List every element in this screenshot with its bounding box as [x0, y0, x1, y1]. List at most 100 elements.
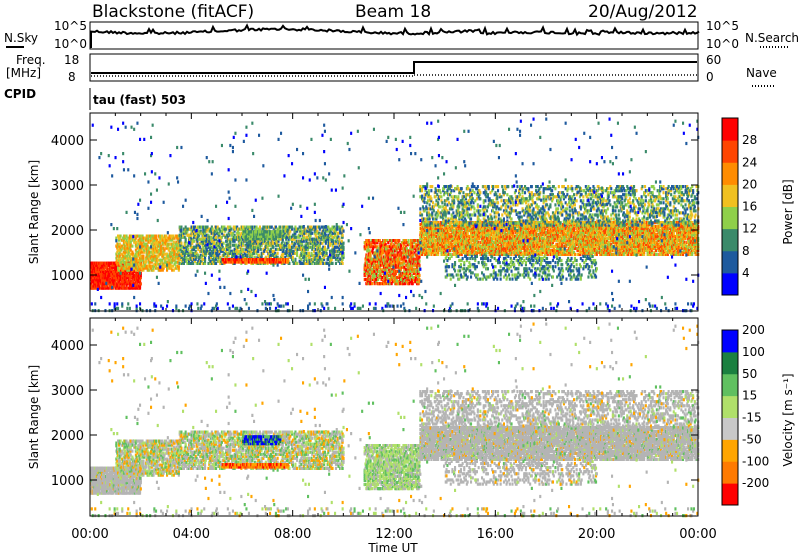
echo-cell: [379, 275, 382, 280]
echo-cell: [334, 255, 337, 259]
echo-cell: [279, 225, 282, 229]
echo-cell: [100, 276, 103, 280]
echo-cell: [386, 261, 389, 265]
echo-cell: [162, 236, 165, 240]
echo-cell: [157, 266, 160, 270]
echo-cell: [340, 255, 343, 259]
echo-cell: [147, 248, 150, 252]
echo-cell: [316, 225, 319, 229]
echo-cell: [134, 280, 137, 284]
echo-cell: [116, 262, 119, 266]
echo-cell: [276, 251, 279, 255]
echo-cell: [341, 257, 344, 261]
echo-cell: [334, 229, 337, 233]
echo-cell: [102, 269, 105, 274]
echo-cell: [304, 251, 307, 255]
echo-cell: [333, 253, 336, 257]
echo-cell: [123, 252, 126, 256]
echo-cell: [405, 269, 408, 273]
echo-cell: [369, 255, 372, 259]
echo-cell: [321, 241, 324, 245]
echo-cell: [169, 256, 172, 260]
echo-cell: [136, 246, 139, 250]
nave-label: Nave: [746, 66, 777, 80]
echo-cell: [269, 253, 272, 257]
echo-cell: [313, 237, 316, 241]
echo-cell: [379, 282, 382, 286]
echo-cell: [213, 231, 216, 235]
echo-cell: [285, 235, 288, 239]
echo-cell: [182, 231, 185, 235]
echo-cell: [329, 241, 332, 245]
echo-cell: [132, 286, 135, 290]
echo-cell: [377, 277, 380, 282]
echo-cell: [323, 227, 326, 231]
echo-cell: [334, 233, 337, 237]
echo-cell: [269, 249, 272, 253]
echo-cell: [115, 260, 118, 264]
echo-cell: [239, 241, 242, 245]
echo-cell: [312, 253, 315, 257]
echo-cell: [155, 234, 158, 238]
echo-cell: [190, 225, 193, 229]
echo-cell: [371, 245, 374, 249]
echo-cell: [405, 277, 408, 282]
echo-cell: [391, 253, 394, 257]
echo-cell: [331, 225, 334, 229]
echo-cell: [373, 269, 376, 273]
echo-cell: [399, 245, 402, 249]
echo-cell: [398, 259, 401, 263]
echo-cell: [399, 273, 402, 277]
echo-cell: [128, 268, 131, 272]
echo-cell: [338, 247, 341, 251]
echo-cell: [216, 239, 219, 243]
echo-cell: [186, 249, 189, 253]
echo-cell: [304, 247, 307, 251]
echo-cell: [169, 246, 172, 250]
echo-cell: [165, 260, 168, 264]
echo-cell: [190, 229, 193, 233]
echo-cell: [159, 242, 162, 246]
echo-cell: [229, 239, 232, 243]
echo-cell: [208, 235, 211, 239]
echo-cell: [207, 233, 210, 237]
echo-cell: [117, 280, 120, 284]
echo-cell: [170, 254, 173, 258]
echo-cell: [184, 257, 187, 261]
echo-cell: [383, 241, 386, 245]
echo-cell: [403, 267, 406, 271]
echo-cell: [299, 225, 302, 229]
echo-cell: [253, 225, 256, 229]
echo-cell: [392, 239, 395, 243]
echo-cell: [222, 258, 225, 262]
echo-cell: [219, 229, 222, 233]
echo-cell: [169, 236, 172, 240]
echo-cell: [372, 251, 375, 255]
echo-cell: [384, 247, 387, 251]
echo-cell: [95, 276, 98, 280]
echo-cell: [255, 243, 258, 247]
echo-cell: [198, 229, 201, 233]
echo-cell: [233, 255, 236, 259]
echo-cell: [318, 235, 321, 239]
echo-cell: [114, 272, 117, 276]
echo-cell: [150, 238, 153, 242]
echo-cell: [295, 235, 298, 239]
echo-cell: [333, 251, 336, 255]
echo-cell: [137, 242, 140, 246]
echo-cell: [307, 243, 310, 247]
echo-cell: [284, 255, 287, 259]
echo-cell: [129, 274, 132, 278]
power-scatter: [90, 117, 700, 313]
echo-cell: [319, 247, 322, 251]
echo-cell: [271, 249, 274, 253]
echo-cell: [160, 244, 163, 248]
echo-cell: [339, 227, 342, 231]
echo-cell: [232, 253, 235, 257]
echo-cell: [326, 227, 329, 231]
echo-cell: [224, 229, 227, 233]
echo-cell: [201, 257, 204, 261]
echo-cell: [135, 244, 138, 248]
echo-cell: [372, 247, 375, 251]
echo-cell: [128, 276, 131, 280]
